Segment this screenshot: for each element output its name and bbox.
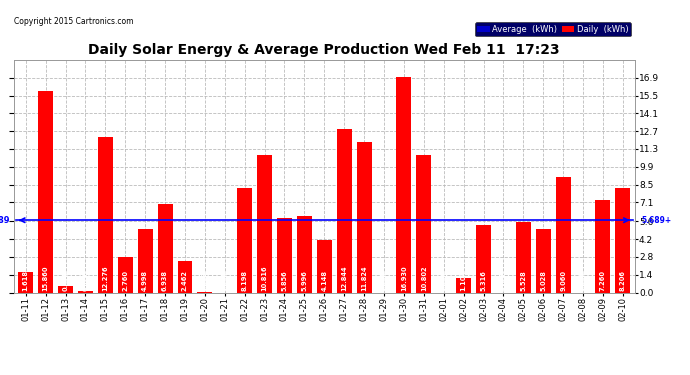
Bar bbox=[615, 188, 631, 292]
Bar bbox=[138, 229, 152, 292]
Text: 0.000: 0.000 bbox=[441, 270, 446, 291]
Text: 2.462: 2.462 bbox=[182, 270, 188, 291]
Text: 5.689: 5.689 bbox=[0, 216, 10, 225]
Text: 5.528: 5.528 bbox=[520, 271, 526, 291]
Text: 11.824: 11.824 bbox=[361, 266, 367, 291]
Text: 0.476: 0.476 bbox=[63, 270, 68, 291]
Text: 1.618: 1.618 bbox=[23, 270, 29, 291]
Text: Copyright 2015 Cartronics.com: Copyright 2015 Cartronics.com bbox=[14, 17, 133, 26]
Bar bbox=[157, 204, 172, 292]
Bar bbox=[357, 142, 372, 292]
Text: 0.108: 0.108 bbox=[82, 270, 88, 291]
Text: 10.802: 10.802 bbox=[421, 266, 427, 291]
Text: 16.930: 16.930 bbox=[401, 266, 407, 291]
Bar bbox=[397, 77, 411, 292]
Text: 8.206: 8.206 bbox=[620, 270, 626, 291]
Bar bbox=[516, 222, 531, 292]
Text: 10.816: 10.816 bbox=[262, 266, 268, 291]
Text: 0.000: 0.000 bbox=[500, 270, 506, 291]
Text: 2.760: 2.760 bbox=[122, 270, 128, 291]
Text: 5.689+: 5.689+ bbox=[641, 216, 671, 225]
Text: 0.000: 0.000 bbox=[381, 270, 387, 291]
Bar bbox=[337, 129, 352, 292]
Text: 6.938: 6.938 bbox=[162, 270, 168, 291]
Bar bbox=[18, 272, 33, 292]
Bar bbox=[58, 286, 73, 292]
Text: 9.060: 9.060 bbox=[560, 270, 566, 291]
Text: 1.104: 1.104 bbox=[461, 270, 466, 291]
Text: 8.198: 8.198 bbox=[241, 270, 248, 291]
Bar bbox=[555, 177, 571, 292]
Bar bbox=[476, 225, 491, 292]
Bar bbox=[277, 218, 292, 292]
Bar bbox=[78, 291, 93, 292]
Text: 4.998: 4.998 bbox=[142, 270, 148, 291]
Bar bbox=[416, 155, 431, 292]
Bar bbox=[177, 261, 193, 292]
Text: 5.996: 5.996 bbox=[302, 271, 308, 291]
Text: 5.028: 5.028 bbox=[540, 271, 546, 291]
Title: Daily Solar Energy & Average Production Wed Feb 11  17:23: Daily Solar Energy & Average Production … bbox=[88, 44, 560, 57]
Text: 7.260: 7.260 bbox=[600, 270, 606, 291]
Text: 5.856: 5.856 bbox=[282, 271, 288, 291]
Bar bbox=[257, 155, 272, 292]
Bar bbox=[456, 279, 471, 292]
Text: 5.316: 5.316 bbox=[480, 271, 486, 291]
Text: 12.844: 12.844 bbox=[341, 266, 347, 291]
Bar bbox=[38, 91, 53, 292]
Text: 15.860: 15.860 bbox=[43, 266, 49, 291]
Bar bbox=[118, 257, 132, 292]
Text: 0.000: 0.000 bbox=[221, 270, 228, 291]
Bar bbox=[237, 188, 252, 292]
Text: 0.000: 0.000 bbox=[580, 270, 586, 291]
Text: 12.276: 12.276 bbox=[102, 266, 108, 291]
Bar bbox=[317, 240, 332, 292]
Bar bbox=[98, 136, 113, 292]
Legend: Average  (kWh), Daily  (kWh): Average (kWh), Daily (kWh) bbox=[475, 22, 631, 36]
Bar bbox=[297, 216, 312, 292]
Bar bbox=[535, 229, 551, 292]
Bar bbox=[595, 200, 611, 292]
Text: 0.022: 0.022 bbox=[202, 270, 208, 291]
Text: 4.148: 4.148 bbox=[322, 270, 327, 291]
